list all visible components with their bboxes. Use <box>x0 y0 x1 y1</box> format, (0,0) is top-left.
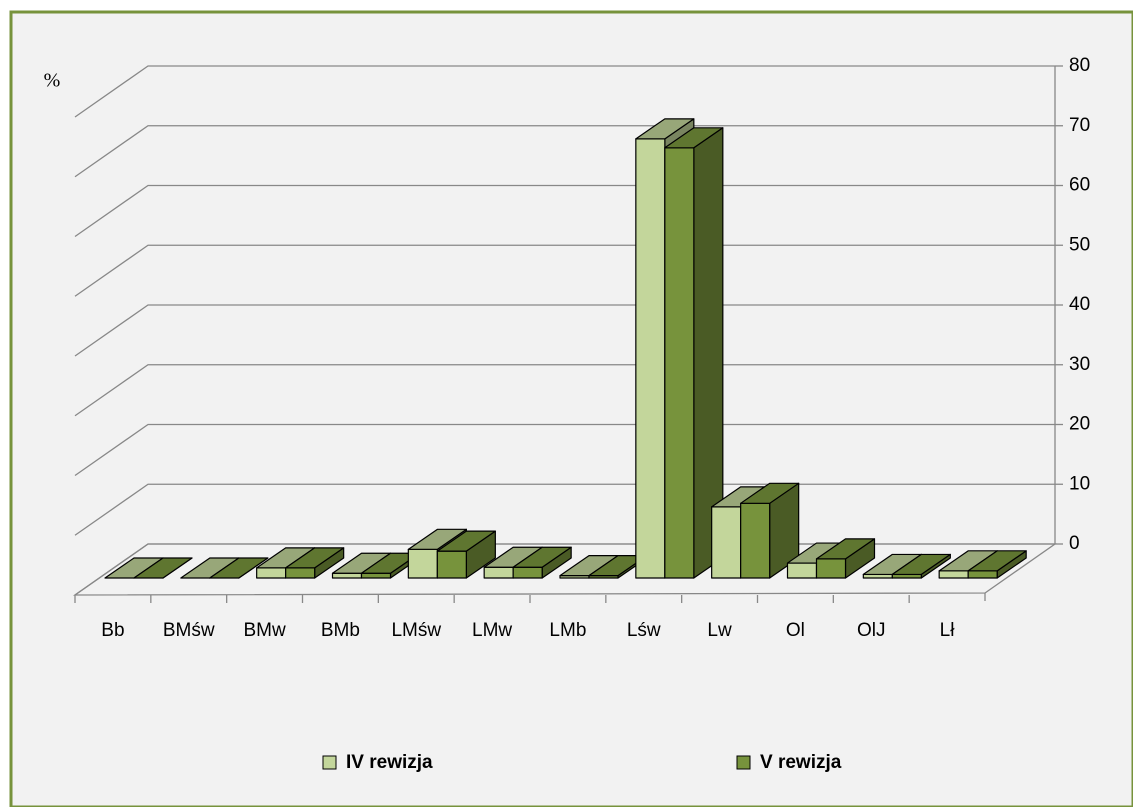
bar-top <box>407 528 467 550</box>
bar <box>967 550 1027 579</box>
bar-front <box>938 570 969 579</box>
x-tick-label: BMśw <box>163 620 215 641</box>
bar-front <box>483 566 514 579</box>
x-tick-label: LMśw <box>391 620 441 641</box>
y-axis-label: % <box>44 70 61 92</box>
bar-top <box>285 547 345 569</box>
bar <box>133 557 193 579</box>
bar <box>285 547 345 579</box>
bar-front <box>436 550 467 579</box>
x-tick-label: Bb <box>101 620 124 641</box>
x-tick-label: OlJ <box>857 620 886 641</box>
bar <box>740 482 800 579</box>
grid-line <box>74 304 1055 357</box>
bar-top <box>967 550 1027 572</box>
bar-front <box>256 567 287 579</box>
grid-line <box>74 483 1055 536</box>
grid-line <box>74 125 1055 178</box>
y-tick-label: 70 <box>1069 115 1090 136</box>
y-tick-label: 20 <box>1069 414 1090 435</box>
x-tick-label: BMw <box>243 620 286 641</box>
x-tick-label: Lśw <box>627 620 661 641</box>
bar-front <box>407 548 438 579</box>
legend-label: IV rewizja <box>346 752 433 773</box>
legend-label: V rewizja <box>760 752 842 773</box>
bar-front <box>331 572 363 579</box>
legend: IV rewizja V rewizja <box>322 752 842 773</box>
x-tick-label: Lw <box>707 620 732 641</box>
bar-top <box>209 557 269 579</box>
legend-swatch <box>322 755 337 770</box>
bar-top <box>664 127 724 149</box>
bar <box>209 557 269 579</box>
grid-line <box>74 184 1055 238</box>
x-tick-label: Lł <box>940 620 956 641</box>
bar-front <box>740 502 771 579</box>
bar-top <box>815 538 876 560</box>
y-tick-label: 0 <box>1069 533 1080 554</box>
x-tick-label: LMb <box>549 620 586 641</box>
bar-front <box>967 570 998 579</box>
x-tick-label: Ol <box>786 620 805 641</box>
y-tick-label: 60 <box>1069 175 1090 196</box>
y-tick-label: 40 <box>1069 294 1090 315</box>
grid-line <box>74 423 1055 477</box>
bar <box>815 538 876 579</box>
x-tick-label: BMb <box>321 620 360 641</box>
bar-front <box>635 138 666 579</box>
bar-front <box>711 506 742 579</box>
bar-top <box>635 118 695 140</box>
bar-front <box>285 567 316 579</box>
bar <box>436 530 496 579</box>
grid-line <box>74 65 1055 118</box>
y-tick-label: 30 <box>1069 354 1090 375</box>
bar-front <box>360 572 392 579</box>
bar-top <box>436 530 496 552</box>
bar-top <box>891 553 951 576</box>
bar-front <box>786 562 818 579</box>
bar-front <box>512 566 543 579</box>
bar <box>512 546 572 579</box>
y-tick-label: 50 <box>1069 234 1090 255</box>
y-tick-label: 80 <box>1069 55 1090 76</box>
bar <box>891 553 951 579</box>
bar-top <box>740 482 800 504</box>
bar-front <box>815 558 847 579</box>
chart-frame <box>9 10 1133 807</box>
bar <box>664 127 724 579</box>
grid-line <box>74 244 1055 297</box>
x-tick-label: LMw <box>472 620 512 641</box>
y-tick-label: 10 <box>1069 473 1090 494</box>
legend-swatch <box>736 755 751 770</box>
grid-line <box>74 364 1055 417</box>
bar-top <box>133 557 193 579</box>
bar-top <box>512 546 572 568</box>
bar-front <box>664 147 695 579</box>
